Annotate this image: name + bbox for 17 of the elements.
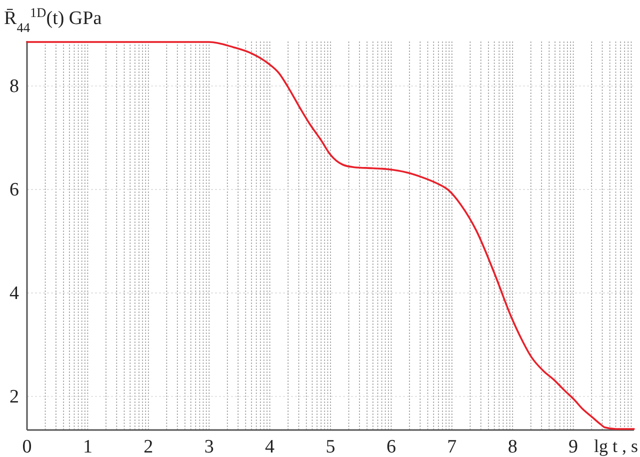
y-tick-label: 8 [10,76,19,98]
x-tick-label: 4 [265,436,276,457]
x-tick-label: 0 [22,436,32,457]
x-axis-title: lg t , s [594,436,638,456]
x-tick-label: 3 [204,436,214,457]
x-tick-label: 5 [326,436,336,457]
y-tick-label: 4 [10,283,20,304]
x-tick-label: 6 [386,436,396,457]
x-tick-label: 8 [508,436,518,457]
x-tick-label: 7 [447,436,457,457]
x-tick-label: 2 [144,436,154,457]
x-tick-label: 9 [568,436,578,457]
y-axis-title: R̄$_{44}$$^{1D}$(t) GPa [4,4,102,34]
line-series [26,41,635,430]
x-tick-label: 1 [82,436,92,457]
y-tick-label: 6 [10,180,19,201]
y-tick-label: 2 [10,386,19,408]
